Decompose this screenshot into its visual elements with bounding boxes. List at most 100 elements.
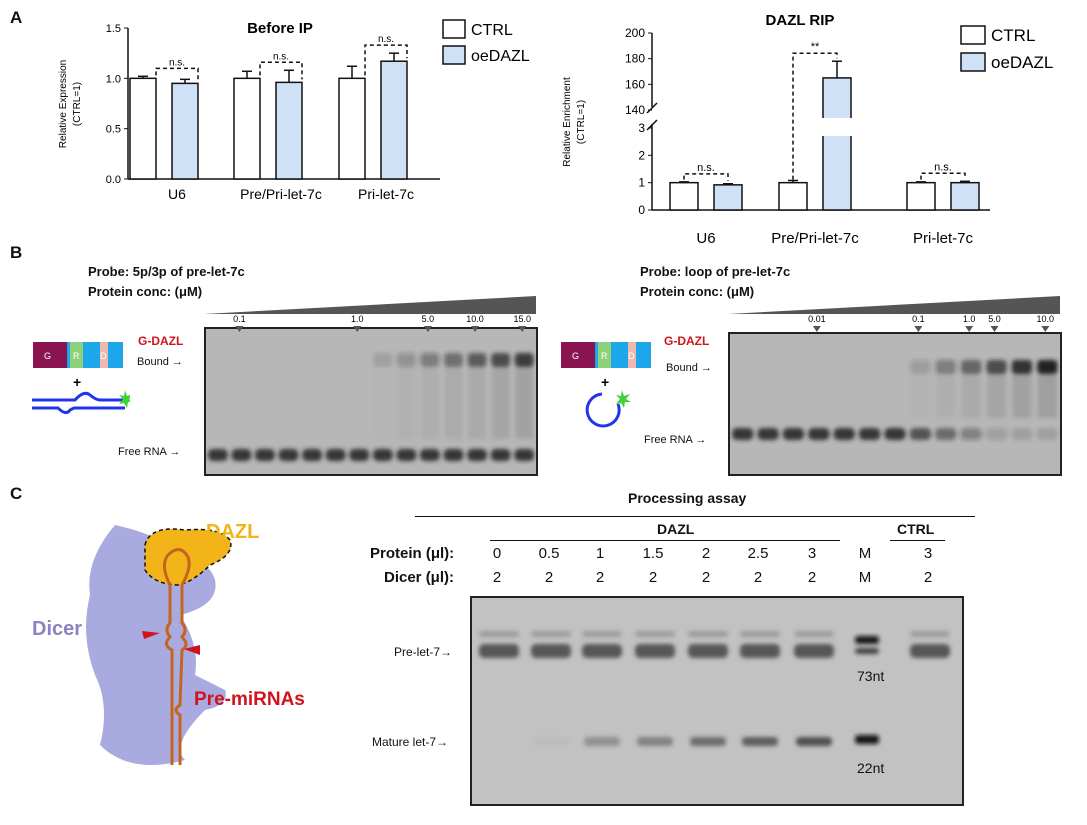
bar-ctrl: [906, 181, 936, 211]
emsa-right-probe: Probe: loop of pre-let-7c: [640, 264, 791, 279]
emsa-right-free-label: Free RNA →: [644, 434, 707, 446]
panel-label-a: A: [10, 8, 23, 27]
dicer-value: 2: [753, 569, 763, 586]
dicer-value: 2: [492, 569, 502, 586]
bound-band: [935, 360, 956, 374]
y-tick-label: 2: [638, 148, 645, 162]
dicer-shape: [86, 525, 226, 765]
y-axis-label: Relative Expression: [58, 60, 69, 148]
significance-label: n.s.: [273, 51, 289, 62]
marker-band-22nt: [855, 735, 879, 744]
significance-bracket: [259, 61, 303, 80]
dicer-value: 2: [648, 569, 658, 586]
free-rna-band: [1011, 428, 1033, 440]
bound-band: [491, 353, 511, 367]
pre-let7-band: [688, 644, 728, 658]
mature-let7-band: [533, 737, 569, 746]
y-tick-label: 0.0: [106, 174, 121, 186]
dazl-group-label: DAZL: [657, 521, 695, 537]
bar-break-gap: [822, 118, 852, 136]
smear: [986, 374, 1007, 418]
lane-tick: [1041, 326, 1050, 332]
significance-bracket: [683, 173, 729, 181]
plus-text: +: [601, 374, 609, 390]
y-tick-label: 1.5: [106, 23, 121, 35]
marker-band-73nt-lower: [855, 648, 879, 654]
dicer-value: 2: [807, 569, 817, 586]
smear: [936, 374, 956, 418]
lane-conc-label: 5.0: [422, 314, 435, 324]
legend-label-oedazl: oeDAZL: [471, 48, 530, 65]
pre-let7-band: [582, 644, 622, 658]
dicer-value: 2: [923, 569, 933, 586]
free-rna-band: [420, 449, 440, 461]
free-rna-band: [443, 449, 464, 461]
smear: [374, 367, 392, 439]
lane-conc-label: 1.0: [351, 314, 364, 324]
emsa-right-lane-ticks: 0.01 0.1 1.0 5.0 10.0: [808, 314, 1054, 332]
mature-let7-band: [690, 737, 726, 746]
legend-swatch-oedazl: [442, 45, 466, 65]
premirna-text: Pre-miRNAs: [194, 689, 305, 710]
free-rna-band: [884, 428, 906, 440]
x-tick-label: Pre/Pri-let-7c: [771, 230, 859, 247]
loop-probe: [585, 392, 621, 428]
chart-title: DAZL RIP: [766, 12, 835, 29]
bar-oedazl: [380, 60, 408, 180]
free-rna-band: [782, 428, 805, 440]
pre-let7-band: [479, 644, 519, 658]
lane-tick: [914, 326, 923, 332]
protein-value: 0: [492, 545, 502, 562]
probe-top-strand: [32, 391, 125, 402]
free-rna-band: [231, 449, 252, 461]
y-tick-label: 200: [625, 26, 645, 40]
dicer-value: 2: [595, 569, 605, 586]
ctrl-group-rule: [890, 540, 945, 541]
significance-bracket: [792, 52, 838, 180]
emsa-left-bound-label: Bound →: [137, 356, 183, 368]
well-edge: [582, 631, 622, 637]
y-axis-label-sub: (CTRL=1): [72, 82, 83, 126]
well-edge: [479, 631, 519, 637]
x-tick-label: U6: [168, 186, 186, 202]
legend-swatch-oedazl: [960, 52, 986, 72]
lane-conc-label: 5.0: [988, 314, 1001, 324]
free-rna-band: [325, 449, 346, 461]
processing-title: Processing assay: [628, 490, 747, 506]
y-tick-label: 1: [638, 176, 645, 190]
lane-conc-label: 0.01: [808, 314, 826, 324]
lane-tick: [353, 326, 362, 332]
legend-label-oedazl: oeDAZL: [991, 53, 1053, 72]
gst-domain: [33, 342, 67, 368]
dazl-group-rule: [490, 540, 840, 541]
y-tick-label: 1.0: [106, 73, 121, 85]
free-rna-band: [909, 428, 932, 440]
smear: [397, 367, 416, 439]
free-rna-band: [278, 449, 299, 461]
bar-ctrl: [778, 181, 808, 211]
well-edge: [688, 631, 728, 637]
protein-row-label: Protein (μl):: [370, 545, 455, 562]
emsa-left-free-label: Free RNA →: [118, 446, 181, 458]
lane-tick: [812, 326, 821, 332]
free-rna-band: [808, 428, 830, 440]
bar-ctrl: [338, 77, 366, 180]
well-edge: [531, 631, 571, 637]
protein-value: 2: [701, 545, 711, 562]
free-rna-band: [732, 428, 754, 440]
free-rna-band: [514, 449, 535, 461]
bar-ctrl: [233, 77, 261, 180]
emsa-left-header: Probe: 5p/3p of pre-let-7c Protein conc:…: [88, 262, 245, 302]
smear: [961, 374, 981, 418]
emsa-right-header: Probe: loop of pre-let-7c Protein conc: …: [640, 262, 790, 302]
marker-band-73nt: [855, 636, 879, 644]
pre-let7-band: [740, 644, 780, 658]
emsa-right-protein-label: G-DAZL: [664, 334, 710, 348]
dazl-rip-chart: DAZL RIP Relative Enrichment (CTRL=1) 0 1 2 3 1…: [562, 12, 1053, 247]
significance-label: **: [811, 41, 820, 53]
lane-tick: [423, 326, 432, 332]
y-axis-label-sub: (CTRL=1): [576, 100, 587, 144]
y-tick-label: 140: [625, 103, 645, 117]
bound-band: [420, 353, 440, 367]
dicer-row-label: Dicer (μl):: [384, 569, 455, 586]
